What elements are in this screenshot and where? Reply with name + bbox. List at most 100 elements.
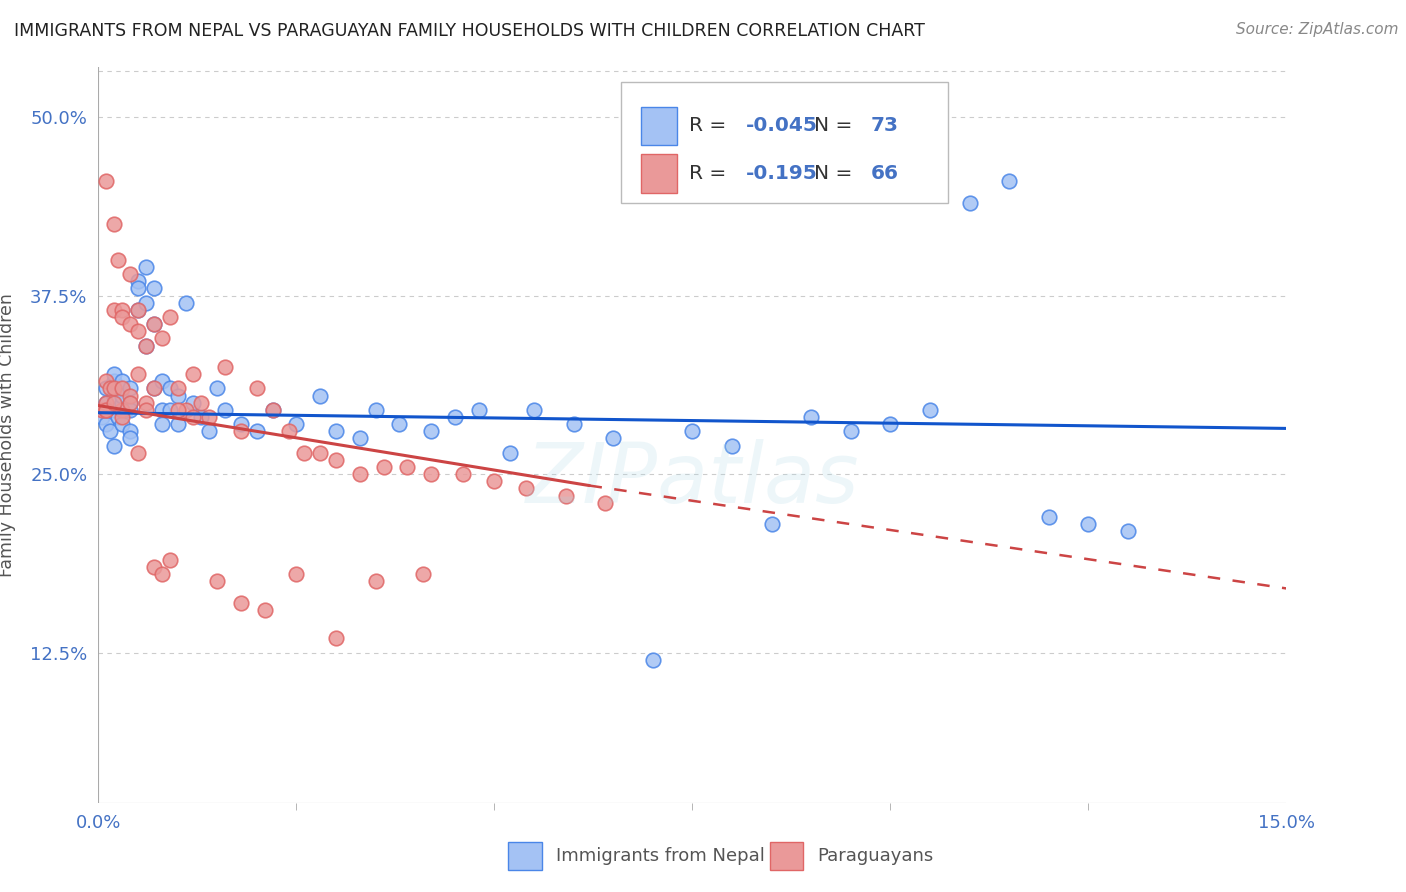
Point: [420, 467, 443, 482]
Point: [96, 395, 118, 409]
Point: [142, 317, 165, 331]
Point: [103, 395, 125, 409]
Point: [120, 432, 142, 446]
Bar: [769, 842, 803, 870]
Point: [800, 409, 823, 424]
Point: [103, 374, 125, 388]
Point: [190, 409, 212, 424]
Point: [96, 402, 118, 417]
Point: [499, 446, 522, 460]
Point: [174, 295, 197, 310]
Point: [364, 574, 387, 589]
FancyBboxPatch shape: [621, 81, 948, 203]
Point: [120, 395, 142, 409]
Point: [96, 374, 118, 388]
Point: [349, 467, 371, 482]
Point: [150, 567, 173, 582]
Point: [142, 560, 165, 574]
Point: [641, 653, 664, 667]
Point: [554, 489, 576, 503]
Point: [166, 417, 188, 431]
Point: [183, 409, 205, 424]
Point: [183, 395, 205, 409]
Point: [111, 310, 134, 324]
Bar: [509, 842, 541, 870]
Point: [602, 432, 624, 446]
Point: [1038, 510, 1060, 524]
Point: [451, 467, 474, 482]
Point: [166, 381, 188, 395]
Text: N =: N =: [814, 164, 859, 183]
Text: 73: 73: [870, 116, 898, 136]
Point: [1116, 524, 1139, 539]
Point: [96, 417, 118, 431]
Point: [115, 402, 138, 417]
Y-axis label: Family Households with Children: Family Households with Children: [0, 293, 15, 577]
Text: N =: N =: [814, 116, 859, 136]
Point: [879, 417, 901, 431]
Point: [229, 417, 252, 431]
Point: [103, 381, 125, 395]
Point: [142, 381, 165, 395]
Point: [111, 409, 134, 424]
Point: [135, 402, 157, 417]
Point: [166, 402, 188, 417]
Point: [277, 424, 299, 438]
Point: [120, 395, 142, 409]
Point: [1077, 517, 1099, 532]
Point: [120, 267, 142, 281]
Text: -0.045: -0.045: [747, 116, 818, 136]
Point: [103, 388, 125, 402]
Point: [998, 174, 1021, 188]
Point: [183, 367, 205, 381]
Point: [111, 388, 134, 402]
Point: [96, 381, 118, 395]
Point: [159, 310, 181, 324]
Point: [562, 417, 585, 431]
Point: [523, 402, 546, 417]
Point: [467, 402, 489, 417]
Point: [721, 439, 744, 453]
Point: [920, 402, 942, 417]
Point: [142, 317, 165, 331]
Point: [135, 260, 157, 274]
Point: [839, 424, 862, 438]
Point: [253, 603, 276, 617]
Point: [142, 281, 165, 295]
Point: [98, 381, 121, 395]
Point: [111, 402, 134, 417]
Point: [285, 567, 308, 582]
Text: ZIPatlas: ZIPatlas: [526, 439, 859, 519]
Point: [135, 338, 157, 352]
Point: [262, 402, 284, 417]
Point: [420, 424, 443, 438]
Point: [96, 402, 118, 417]
Point: [103, 402, 125, 417]
Point: [761, 517, 783, 532]
Point: [198, 409, 221, 424]
Point: [595, 496, 617, 510]
Point: [103, 367, 125, 381]
Point: [214, 402, 236, 417]
Point: [135, 338, 157, 352]
Bar: [641, 154, 678, 193]
Text: Paraguayans: Paraguayans: [817, 847, 934, 864]
Point: [292, 446, 315, 460]
Point: [388, 417, 411, 431]
Point: [103, 439, 125, 453]
Point: [174, 402, 197, 417]
Point: [120, 388, 142, 402]
Point: [120, 317, 142, 331]
Point: [285, 417, 308, 431]
Point: [127, 446, 149, 460]
Point: [96, 395, 118, 409]
Point: [135, 395, 157, 409]
Point: [205, 381, 228, 395]
Point: [111, 374, 134, 388]
Point: [198, 424, 221, 438]
Point: [214, 359, 236, 374]
Point: [349, 432, 371, 446]
Point: [309, 388, 332, 402]
Point: [325, 453, 347, 467]
Point: [412, 567, 434, 582]
